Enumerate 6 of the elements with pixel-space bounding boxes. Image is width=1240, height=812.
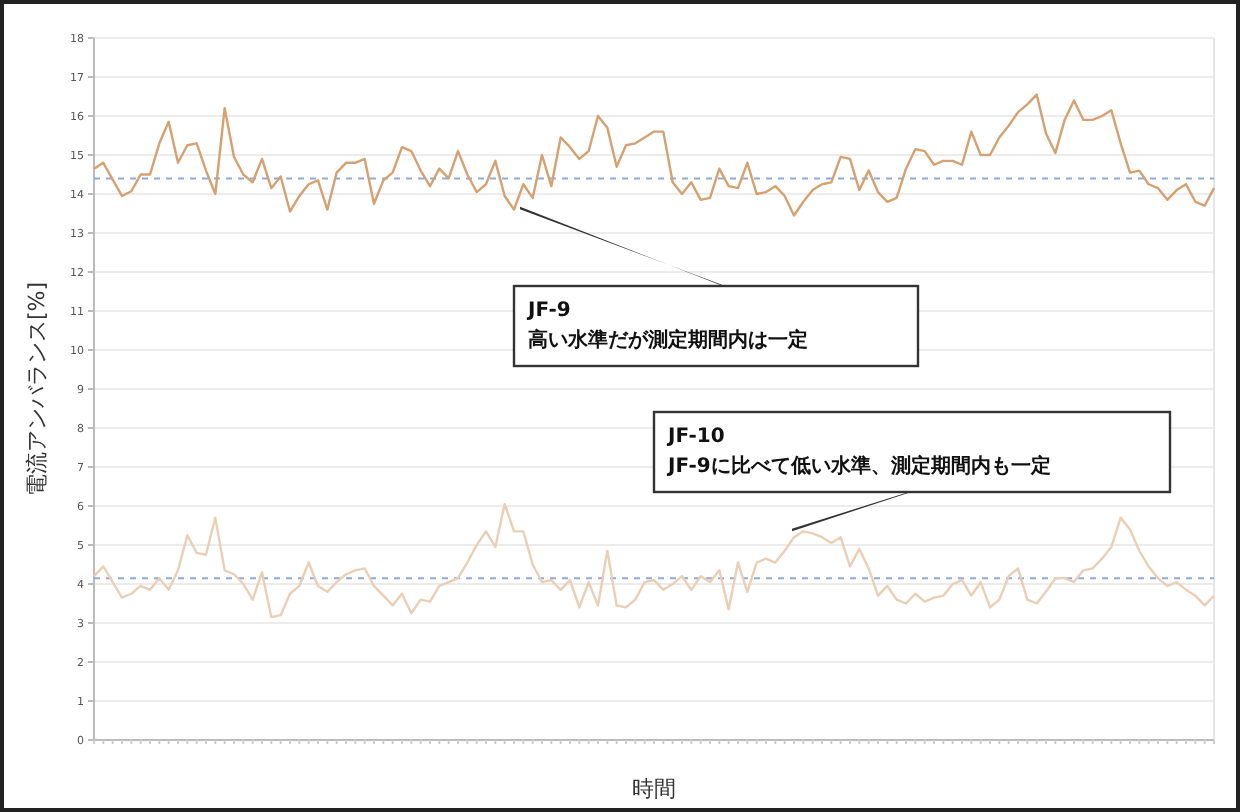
x-axis-title: 時間: [632, 776, 676, 802]
line-series: [92, 93, 1216, 217]
annotation: JF-9 高い水準だが測定期間内は一定: [526, 300, 808, 352]
line-series: [92, 502, 1216, 619]
y-axis-title: 電流アンバランス[%]: [24, 281, 50, 497]
annotation: JF-10 JF-9に比べて低い水準、測定期間内も一定: [666, 426, 1051, 478]
